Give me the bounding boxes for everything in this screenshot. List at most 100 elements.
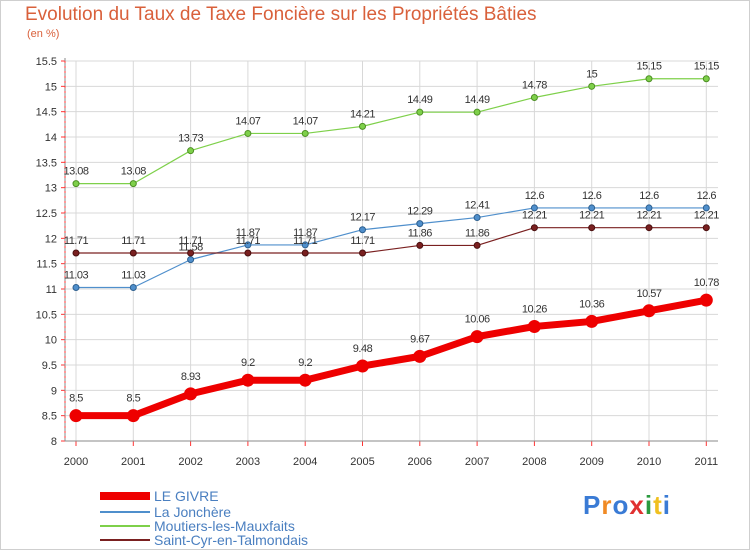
- data-point: [645, 75, 653, 83]
- data-label: 9.48: [353, 343, 373, 355]
- legend-item: Moutiers-les-Mauxfaits: [100, 518, 340, 535]
- y-tick-label: 10.5: [36, 309, 57, 321]
- data-point: [473, 241, 481, 249]
- data-label: 9.2: [241, 357, 255, 369]
- data-point: [473, 214, 481, 222]
- y-tick-label: 9.5: [42, 360, 57, 372]
- x-tick-label: 2011: [694, 456, 718, 468]
- data-point: [359, 122, 366, 130]
- data-label: 12.6: [697, 190, 717, 202]
- data-point: [129, 249, 137, 257]
- legend-item: La Jonchère: [100, 504, 340, 521]
- data-point: [129, 180, 137, 188]
- series-line-0: [72, 296, 710, 420]
- data-label: 9.67: [410, 333, 430, 345]
- series-layer: [69, 75, 713, 423]
- data-point: [184, 387, 198, 401]
- x-tick-label: 2003: [236, 456, 260, 468]
- legend-item: Saint-Cyr-en-Talmondais: [100, 532, 340, 549]
- data-label: 14.21: [350, 108, 375, 120]
- data-point: [530, 204, 538, 212]
- data-point: [527, 319, 541, 333]
- data-label: 11.58: [178, 242, 203, 254]
- data-label: 14.78: [522, 79, 547, 91]
- legend-label: Saint-Cyr-en-Talmondais: [154, 532, 309, 548]
- y-tick-label: 13.5: [36, 157, 57, 169]
- data-point: [530, 224, 538, 232]
- data-point: [301, 129, 309, 137]
- data-point: [244, 241, 252, 249]
- legend-swatch: [100, 511, 150, 513]
- series-line-1: [75, 207, 707, 289]
- data-point: [588, 224, 596, 232]
- data-label: 12.21: [694, 210, 719, 222]
- data-label: 8.5: [126, 393, 140, 405]
- data-label: 11.71: [121, 235, 146, 247]
- data-label: 11.86: [465, 227, 490, 239]
- data-label: 11.86: [408, 227, 433, 239]
- data-point: [359, 226, 366, 234]
- y-tick-label: 15: [45, 81, 57, 93]
- data-label: 11.03: [121, 269, 146, 281]
- data-label: 14.07: [293, 115, 318, 127]
- data-label: 11.03: [64, 269, 89, 281]
- x-tick-label: 2006: [408, 456, 432, 468]
- y-tick-label: 15.5: [36, 56, 57, 68]
- y-tick-label: 12.5: [36, 208, 57, 220]
- unit-label: (en %): [27, 28, 60, 40]
- data-label: 13.08: [121, 166, 146, 178]
- x-tick-label: 2007: [465, 456, 489, 468]
- data-point: [69, 409, 83, 423]
- data-point: [359, 249, 366, 257]
- data-label: 8.93: [181, 371, 201, 383]
- data-point: [699, 293, 713, 307]
- data-label: 8.5: [69, 393, 83, 405]
- data-label: 12.29: [407, 206, 432, 218]
- data-label: 10.06: [465, 314, 490, 326]
- series-line-3: [75, 227, 707, 254]
- legend-swatch: [100, 525, 150, 527]
- data-point: [585, 314, 599, 328]
- data-label: 10.36: [579, 298, 604, 310]
- data-label: 10.78: [694, 277, 719, 289]
- x-tick-label: 2008: [522, 456, 546, 468]
- data-label: 11.87: [293, 227, 318, 239]
- data-label: 13.08: [63, 166, 88, 178]
- data-point: [702, 75, 710, 83]
- y-tick-label: 10: [45, 335, 57, 347]
- data-label: 11.71: [350, 235, 375, 247]
- data-point: [301, 249, 309, 257]
- data-label: 9.2: [298, 357, 312, 369]
- data-label: 15.15: [636, 61, 661, 73]
- data-label: 11.71: [293, 235, 318, 247]
- data-point: [473, 108, 481, 116]
- data-point: [126, 409, 140, 423]
- data-point: [187, 147, 195, 155]
- y-tick-label: 12: [45, 233, 57, 245]
- data-label: 15.15: [694, 61, 719, 73]
- data-label: 12.41: [465, 200, 490, 212]
- data-point: [72, 249, 80, 257]
- data-label: 14.49: [407, 94, 432, 106]
- x-tick-label: 2004: [293, 456, 317, 468]
- x-tick-label: 2002: [178, 456, 202, 468]
- data-label: 14.07: [235, 115, 260, 127]
- data-point: [530, 93, 538, 101]
- data-label: 12.17: [350, 212, 375, 224]
- data-point: [588, 82, 596, 90]
- data-point: [413, 349, 427, 363]
- legend-item: LE GIVRE: [100, 488, 340, 505]
- data-label: 11.87: [236, 227, 261, 239]
- data-label: 10.57: [636, 288, 661, 300]
- x-tick-label: 2005: [350, 456, 374, 468]
- data-point: [356, 359, 369, 373]
- data-point: [301, 241, 309, 249]
- data-label: 11.71: [64, 235, 89, 247]
- y-tick-label: 14: [45, 132, 57, 144]
- data-point: [416, 108, 424, 116]
- legend-swatch: [100, 539, 150, 541]
- data-point: [642, 304, 656, 318]
- data-label: 12.6: [582, 190, 602, 202]
- axis-layer: 8 8.5 9 9.5 10 10.5 11 11.5 12 12.5 13 13.5 14 14.5 15…: [36, 56, 719, 468]
